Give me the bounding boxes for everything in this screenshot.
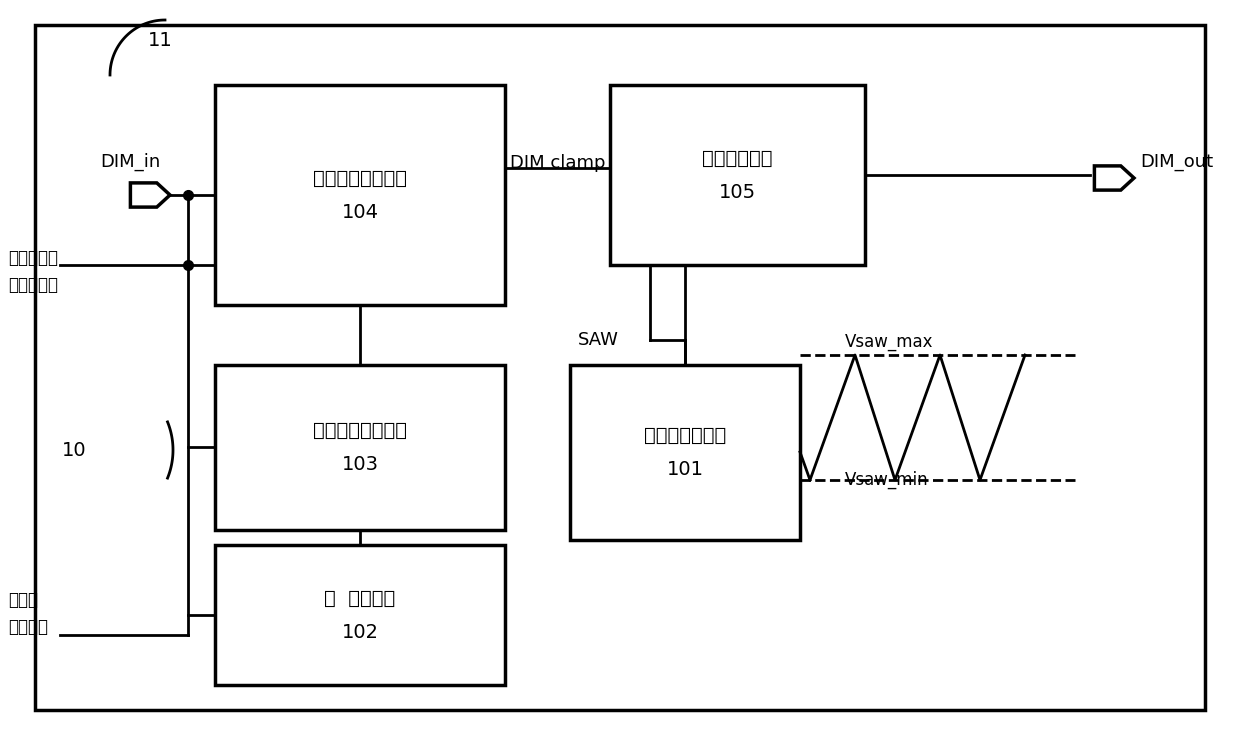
Text: 信号选择输出单元
104: 信号选择输出单元 104 — [312, 168, 407, 221]
Polygon shape — [130, 183, 170, 207]
Text: 参考阈值: 参考阈值 — [7, 618, 48, 636]
Text: 第  比较单元
102: 第 比较单元 102 — [325, 588, 396, 641]
Text: 控制信号生成单元
103: 控制信号生成单元 103 — [312, 421, 407, 474]
Text: Vsaw_min: Vsaw_min — [844, 471, 929, 489]
Text: 至少一: 至少一 — [7, 591, 38, 609]
Text: SAW: SAW — [578, 331, 619, 349]
Text: 第二比较单元
105: 第二比较单元 105 — [702, 148, 773, 201]
Text: 三角波产生单元
101: 三角波产生单元 101 — [644, 426, 727, 479]
Text: 设定电压值: 设定电压值 — [7, 276, 58, 294]
Text: 11: 11 — [148, 31, 172, 50]
Text: DIM_out: DIM_out — [1140, 153, 1213, 171]
Text: 10: 10 — [62, 441, 87, 460]
Text: DIM clamp: DIM clamp — [510, 154, 605, 172]
Bar — [215, 545, 505, 685]
Bar — [215, 365, 505, 530]
Text: 参考阈值或: 参考阈值或 — [7, 249, 58, 267]
Text: Vsaw_max: Vsaw_max — [844, 333, 934, 351]
Bar — [215, 85, 505, 305]
Bar — [610, 85, 866, 265]
Polygon shape — [1095, 166, 1135, 190]
Text: DIM_in: DIM_in — [100, 153, 160, 171]
Bar — [570, 365, 800, 540]
